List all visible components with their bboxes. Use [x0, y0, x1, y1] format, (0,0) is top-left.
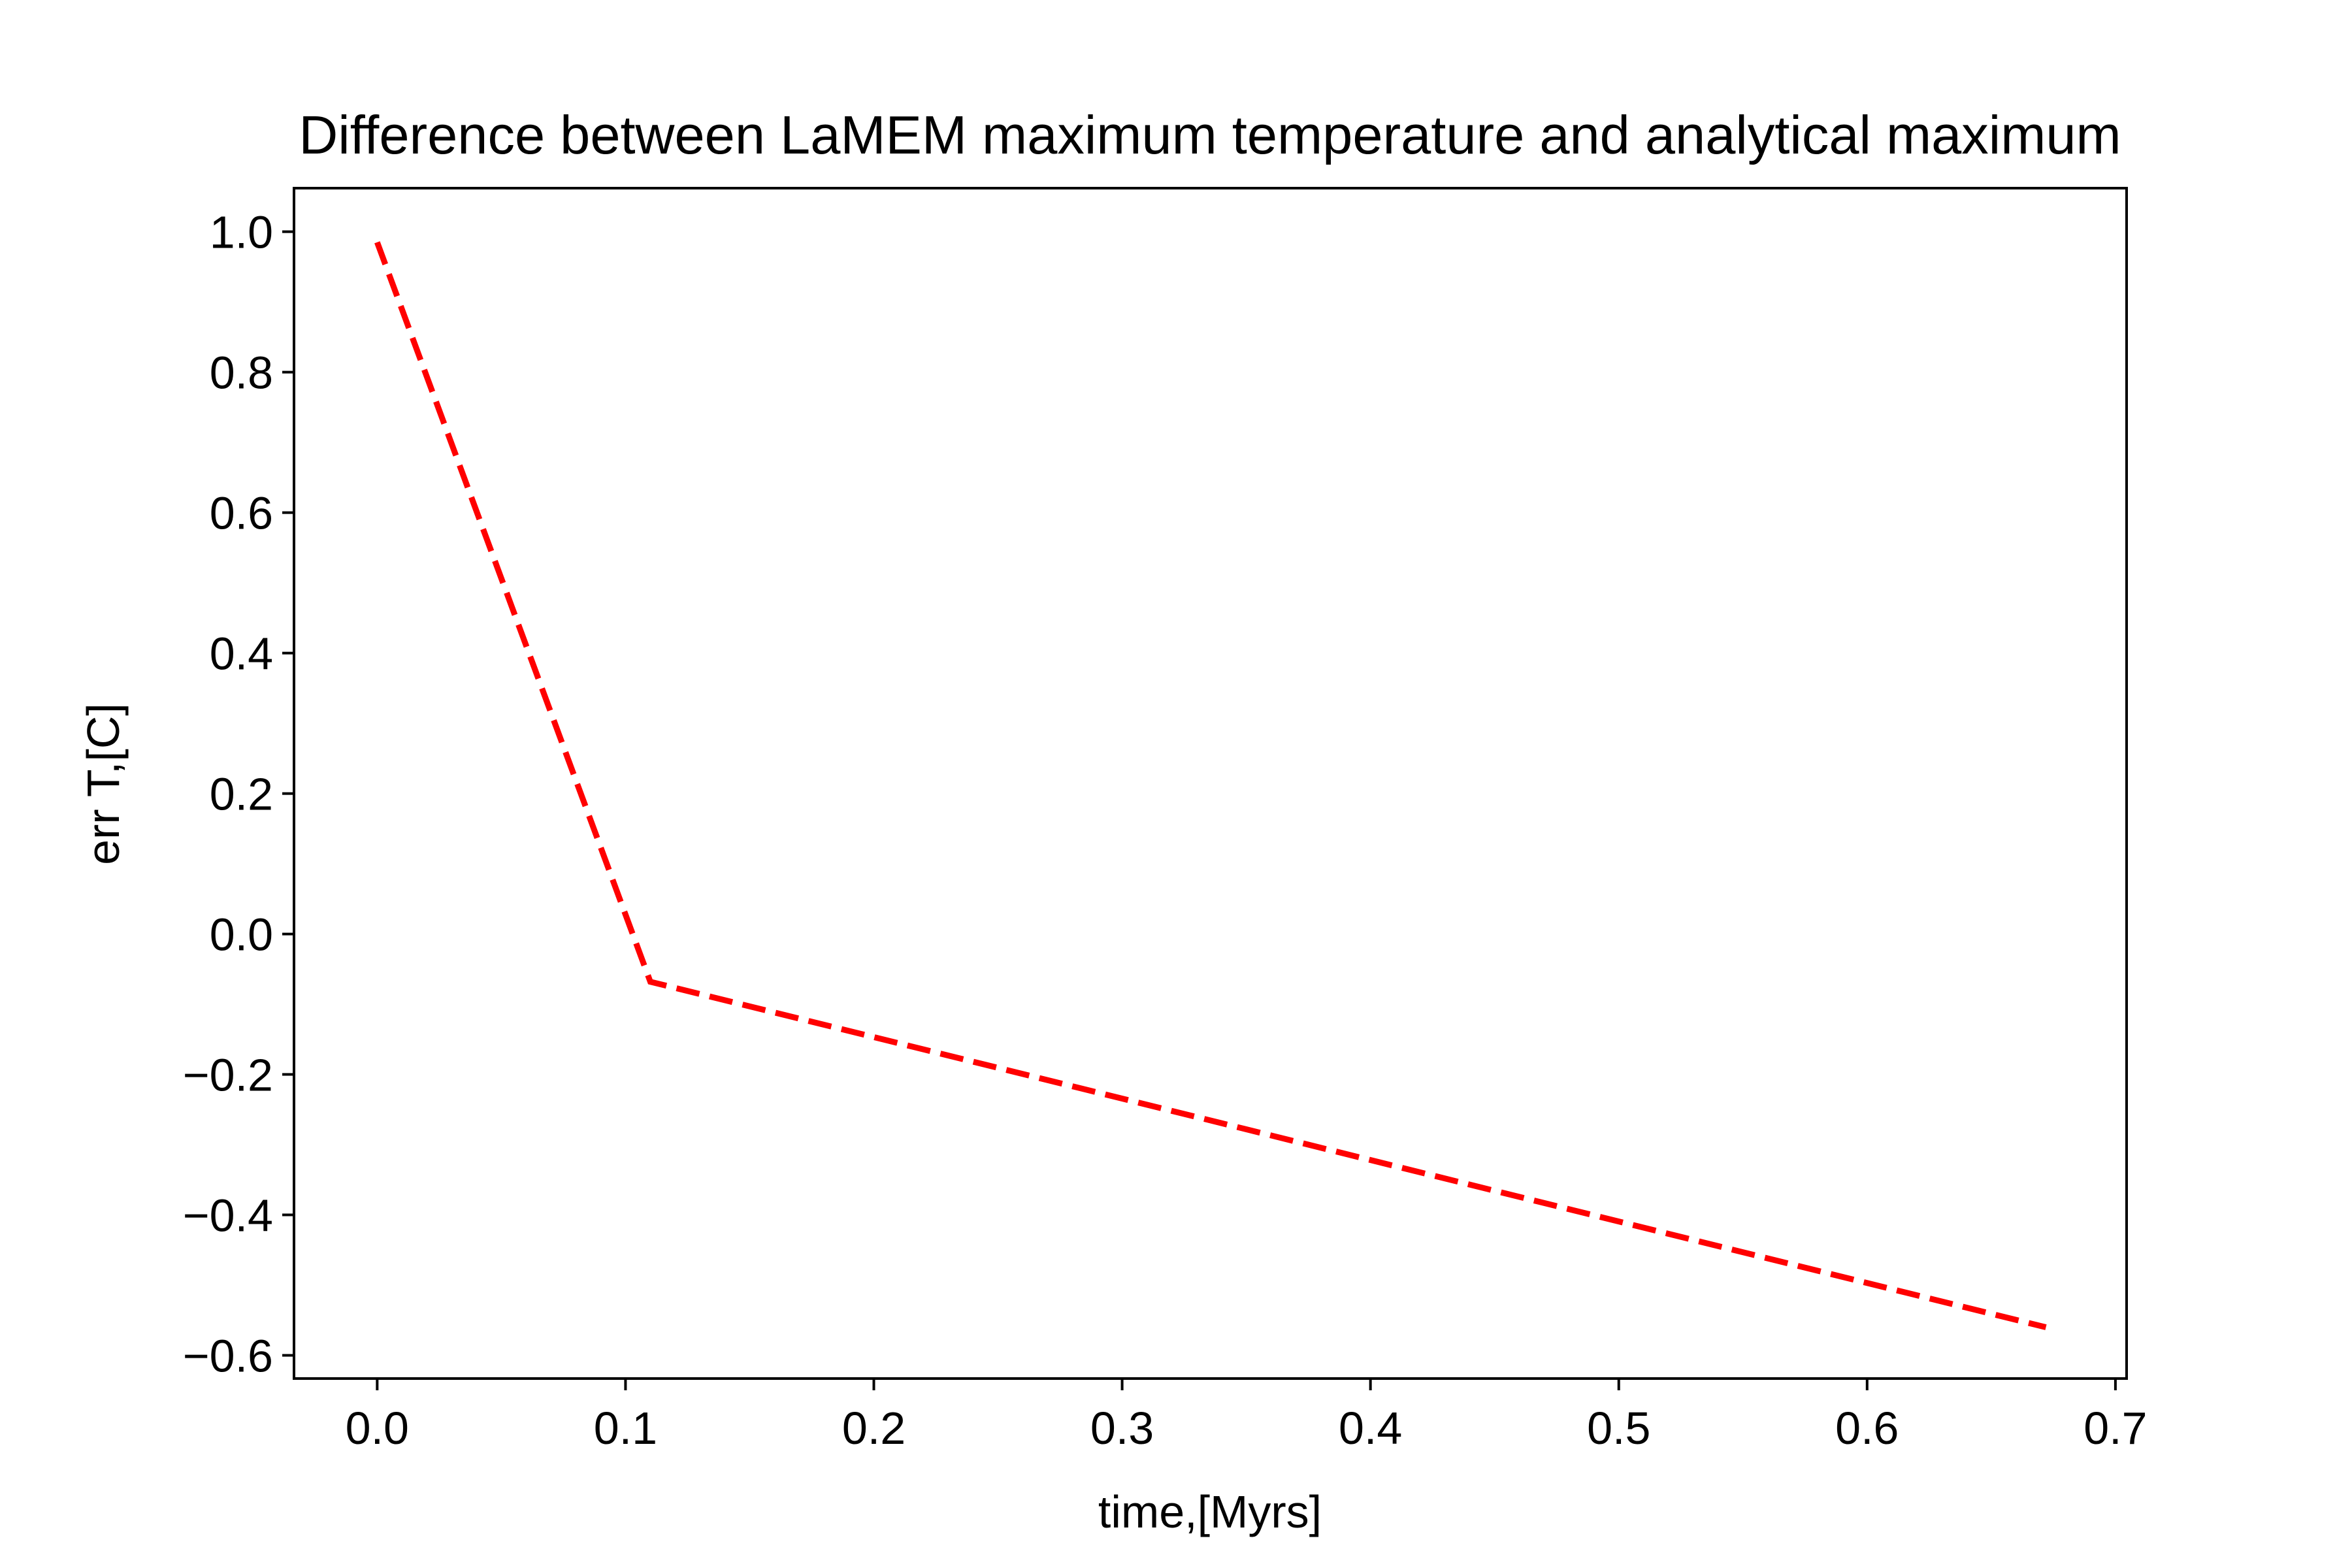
- y-axis-label: err T,[C]: [78, 703, 129, 865]
- y-tick-label: 0.0: [210, 909, 273, 960]
- y-tick-label: 1.0: [210, 207, 273, 258]
- y-tick-label: −0.4: [183, 1190, 273, 1241]
- y-tick-label: −0.2: [183, 1050, 273, 1101]
- x-tick-label: 0.1: [594, 1403, 657, 1454]
- x-tick-label: 0.3: [1090, 1403, 1154, 1454]
- y-tick-label: −0.6: [183, 1331, 273, 1382]
- x-tick-label: 0.2: [842, 1403, 906, 1454]
- x-tick-label: 0.6: [1835, 1403, 1899, 1454]
- plot-area: [293, 187, 2128, 1380]
- series-layer: [374, 241, 2047, 1330]
- x-tick-label: 0.5: [1587, 1403, 1650, 1454]
- y-axis: −0.6 −0.4 −0.2 0.0 0.2 0.4 0.6 0.8 1.0: [183, 207, 294, 1382]
- y-tick-label: 0.4: [210, 629, 273, 679]
- y-tick-label: 0.8: [210, 348, 273, 399]
- y-tick-label: 0.6: [210, 488, 273, 539]
- x-tick-label: 0.4: [1339, 1403, 1402, 1454]
- y-tick-label: 0.2: [210, 769, 273, 820]
- x-axis-label: time,[Myrs]: [1098, 1486, 1322, 1537]
- series-line-0: [374, 241, 2047, 1330]
- plot-frame: [293, 187, 2128, 1380]
- x-axis: 0.0 0.1 0.2 0.3 0.4 0.5 0.6 0.7: [346, 1379, 2148, 1454]
- x-tick-label: 0.0: [346, 1403, 409, 1454]
- x-tick-label: 0.7: [2083, 1403, 2147, 1454]
- chart-title: Difference between LaMEM maximum tempera…: [299, 105, 2121, 165]
